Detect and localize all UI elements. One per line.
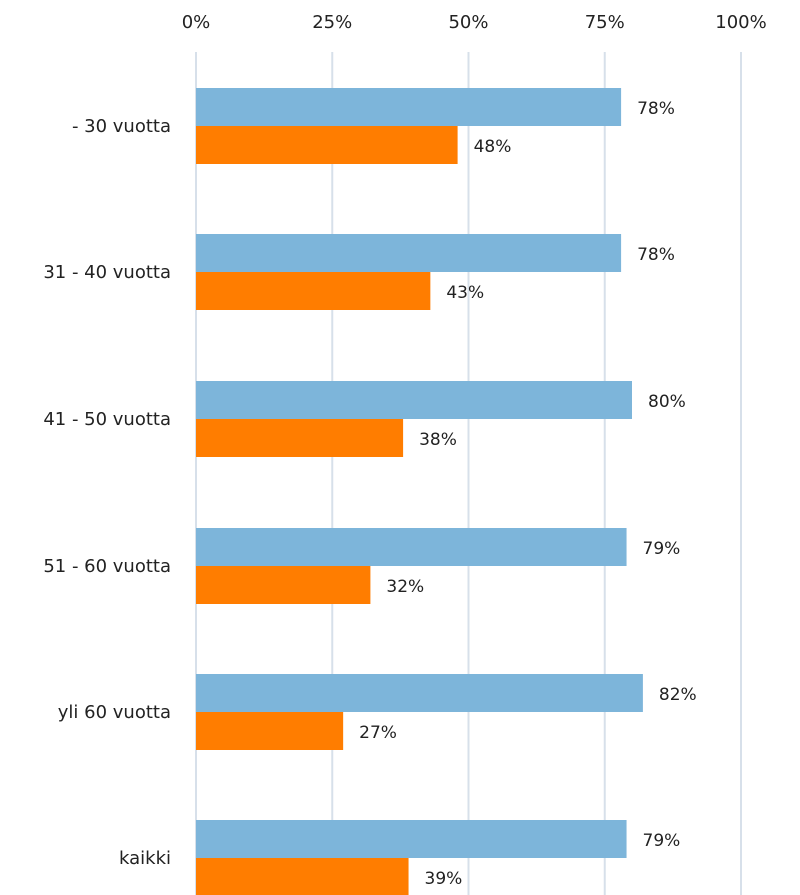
value-label-series-0-cat-0: 78% xyxy=(637,99,675,119)
category-label-1: 31 - 40 vuotta xyxy=(43,262,171,283)
value-label-series-0-cat-1: 78% xyxy=(637,245,675,265)
value-labels: 78% 48% 78% 43% 80% 38% 79% 32% 82% 27% 79% 39% xyxy=(359,99,697,889)
bar-series-0-cat-1 xyxy=(196,234,622,272)
bar-series-1-cat-0 xyxy=(196,126,458,164)
bar-series-0-cat-2 xyxy=(196,381,632,419)
x-tick-label-0: 0% xyxy=(182,12,211,33)
bar-series-1-cat-2 xyxy=(196,419,404,457)
category-label-4: yli 60 vuotta xyxy=(58,702,171,723)
bar-series-0-cat-0 xyxy=(196,88,622,126)
bars xyxy=(196,88,643,895)
bar-series-0-cat-3 xyxy=(196,528,627,566)
bar-series-1-cat-3 xyxy=(196,566,371,604)
bar-series-0-cat-5 xyxy=(196,820,627,858)
bar-series-1-cat-1 xyxy=(196,272,431,310)
value-label-series-0-cat-5: 79% xyxy=(643,831,681,851)
value-label-series-0-cat-3: 79% xyxy=(643,539,681,559)
category-label-5: kaikki xyxy=(119,848,171,869)
bar-series-0-cat-4 xyxy=(196,674,643,712)
category-labels: - 30 vuotta 31 - 40 vuotta 41 - 50 vuotta 5… xyxy=(43,116,171,869)
value-label-series-1-cat-0: 48% xyxy=(474,137,512,157)
x-tick-label-100: 100% xyxy=(715,12,766,33)
value-label-series-0-cat-4: 82% xyxy=(659,685,697,705)
value-label-series-1-cat-1: 43% xyxy=(446,283,484,303)
x-tick-label-25: 25% xyxy=(312,12,352,33)
category-label-3: 51 - 60 vuotta xyxy=(43,556,171,577)
x-tick-label-50: 50% xyxy=(448,12,488,33)
bar-series-1-cat-5 xyxy=(196,858,409,895)
value-label-series-1-cat-2: 38% xyxy=(419,430,457,450)
category-label-0: - 30 vuotta xyxy=(72,116,171,137)
value-label-series-1-cat-3: 32% xyxy=(386,577,424,597)
value-label-series-1-cat-4: 27% xyxy=(359,723,397,743)
x-tick-label-75: 75% xyxy=(585,12,625,33)
bar-series-1-cat-4 xyxy=(196,712,344,750)
x-axis-ticks: 0% 25% 50% 75% 100% xyxy=(182,12,767,33)
category-label-2: 41 - 50 vuotta xyxy=(43,409,171,430)
value-label-series-0-cat-2: 80% xyxy=(648,392,686,412)
value-label-series-1-cat-5: 39% xyxy=(425,869,463,889)
gridlines xyxy=(195,52,742,895)
